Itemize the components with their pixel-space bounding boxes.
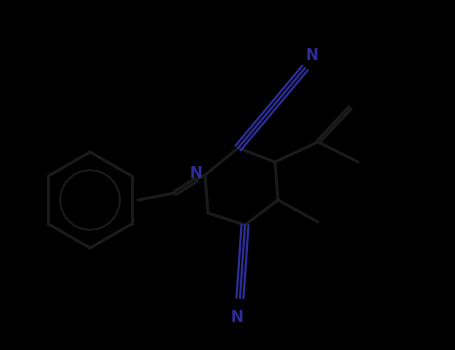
Text: N: N bbox=[190, 166, 202, 181]
Text: N: N bbox=[231, 310, 243, 326]
Text: N: N bbox=[306, 48, 318, 63]
